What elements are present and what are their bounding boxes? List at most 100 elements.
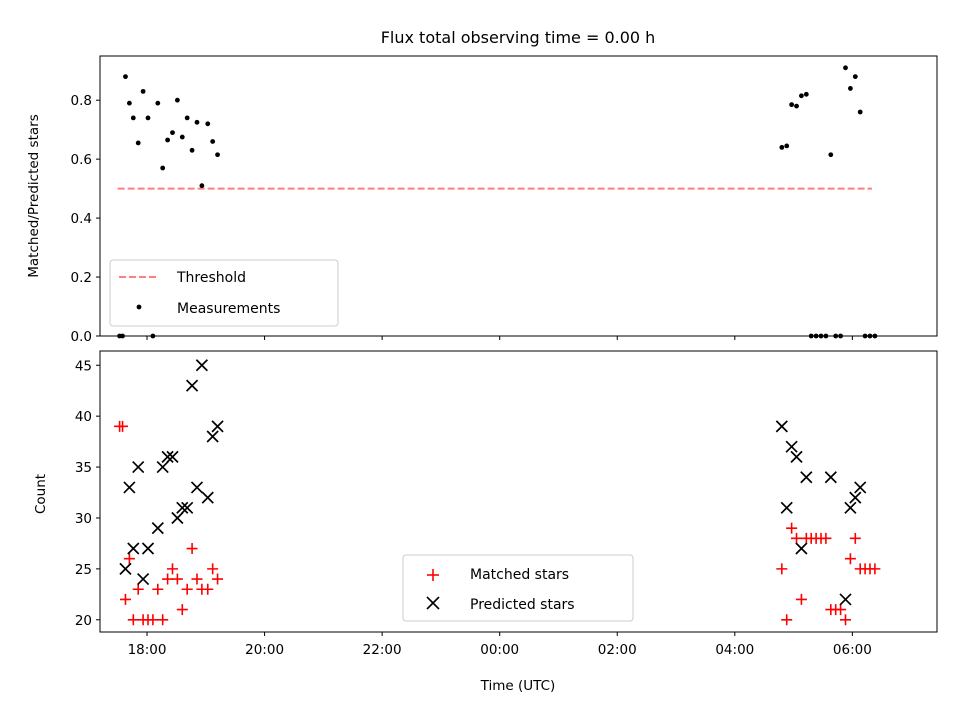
matched-star-point [786, 522, 798, 534]
top-y-axis-label: Matched/Predicted stars [26, 114, 42, 277]
measurement-point [145, 115, 151, 121]
measurement-point [862, 333, 868, 339]
predicted-star-point [206, 430, 219, 443]
predicted-star-point [185, 379, 199, 392]
measurement-point [789, 102, 795, 108]
measurement-point [794, 103, 799, 109]
measurement-point [848, 86, 853, 91]
measurement-point [872, 333, 878, 339]
bottom-y-tick-label: 30 [75, 511, 92, 527]
predicted-star-point [790, 450, 803, 463]
matched-star-point [844, 553, 856, 565]
matched-star-point [132, 583, 144, 595]
matched-star-point [202, 583, 214, 595]
predicted-star-point [127, 542, 140, 555]
bottom-y-tick-label: 25 [75, 562, 92, 578]
matched-star-point [781, 614, 793, 626]
legend-predicted-label: Predicted stars [470, 597, 575, 613]
matched-star-point [181, 583, 193, 595]
measurement-point [803, 91, 809, 97]
measurement-point [215, 152, 220, 158]
measurement-point [813, 333, 819, 339]
measurement-point [174, 97, 180, 103]
matched-star-point [791, 532, 803, 544]
top-y-tick-label: 0.2 [71, 270, 92, 286]
predicted-star-point [824, 471, 837, 484]
matched-star-point [119, 593, 131, 605]
matched-star-point [166, 563, 178, 575]
bottom-plot-frame [99, 350, 938, 633]
measurement-point [194, 119, 200, 125]
top-y-tick-label: 0.8 [71, 93, 92, 109]
top-chart-title: Flux total observing time = 0.00 h [381, 28, 656, 47]
predicted-star-point [785, 440, 798, 453]
top-y-tick-label: 0.0 [71, 329, 92, 345]
measurement-point [130, 115, 136, 121]
measurement-point [838, 333, 844, 339]
bottom-series [114, 359, 881, 626]
bottom-x-tick-label: 04:00 [715, 642, 754, 658]
matched-star-point [171, 573, 183, 585]
predicted-star-point [137, 572, 150, 586]
legend-threshold-label: Threshold [176, 270, 246, 286]
predicted-star-point [176, 501, 189, 514]
bottom-x-tick-label: 20:00 [245, 642, 284, 658]
predicted-star-point [156, 460, 169, 474]
measurement-point [857, 109, 863, 115]
top-panel: 0.00.20.40.60.8 Matched/Predicted stars … [26, 55, 938, 345]
predicted-star-point [171, 511, 184, 525]
predicted-star-point [132, 460, 145, 474]
bottom-legend: Matched stars Predicted stars [402, 554, 634, 622]
top-y-tick-label: 0.4 [71, 211, 92, 227]
bottom-legend-box [402, 554, 634, 622]
predicted-star-point [844, 501, 857, 514]
matched-star-point [869, 563, 881, 575]
matched-star-point [152, 583, 164, 595]
matched-star-point [795, 593, 807, 605]
predicted-star-point [780, 501, 793, 514]
bottom-x-ticks: 18:00 20:00 22:00 00:00 02:00 04:00 06:00 [128, 632, 872, 658]
measurement-point [799, 93, 804, 99]
measurement-point [160, 165, 166, 171]
legend-measurements-label: Measurements [177, 301, 280, 317]
bottom-x-tick-label: 06:00 [833, 642, 872, 658]
top-y-tick-label: 0.6 [71, 152, 92, 168]
predicted-star-point [211, 420, 224, 433]
measurement-point [179, 134, 185, 140]
matched-star-point [849, 532, 861, 544]
bottom-y-tick-label: 20 [75, 613, 92, 629]
predicted-star-point [141, 542, 155, 555]
matched-star-point [176, 604, 188, 616]
measurement-point [123, 74, 128, 80]
measurement-point [135, 140, 141, 146]
predicted-star-point [849, 491, 862, 504]
predicted-star-point [161, 450, 174, 463]
predicted-star-point [195, 359, 208, 372]
measurement-point [818, 333, 824, 339]
bottom-x-tick-label: 02:00 [598, 642, 637, 658]
legend-measurement-dot [136, 304, 142, 310]
measurement-point [823, 333, 829, 339]
predicted-star-point [181, 501, 194, 514]
predicted-star-point [775, 420, 788, 433]
legend-matched-label: Matched stars [470, 567, 569, 583]
bottom-y-tick-label: 45 [75, 358, 92, 374]
measurement-point [779, 144, 785, 150]
top-series [117, 65, 878, 339]
top-y-ticks: 0.0 0.2 0.4 0.6 0.8 [71, 93, 100, 345]
predicted-star-point [854, 481, 867, 494]
measurement-point [828, 152, 834, 158]
predicted-star-point [123, 481, 136, 494]
bottom-y-tick-label: 40 [75, 409, 92, 425]
measurement-point [189, 147, 195, 153]
bottom-panel: 20 25 30 35 40 45 18:00 20:00 22:00 00:00 02:00 04… [33, 350, 938, 694]
matched-star-point [835, 604, 847, 616]
measurement-point [852, 74, 858, 80]
predicted-star-point [119, 562, 132, 575]
predicted-star-point [795, 542, 808, 555]
measurement-point [140, 88, 146, 94]
bottom-x-tick-label: 18:00 [128, 642, 167, 658]
bottom-x-axis-label: Time (UTC) [480, 678, 556, 694]
measurement-point [784, 143, 790, 149]
matched-star-point [212, 573, 224, 585]
